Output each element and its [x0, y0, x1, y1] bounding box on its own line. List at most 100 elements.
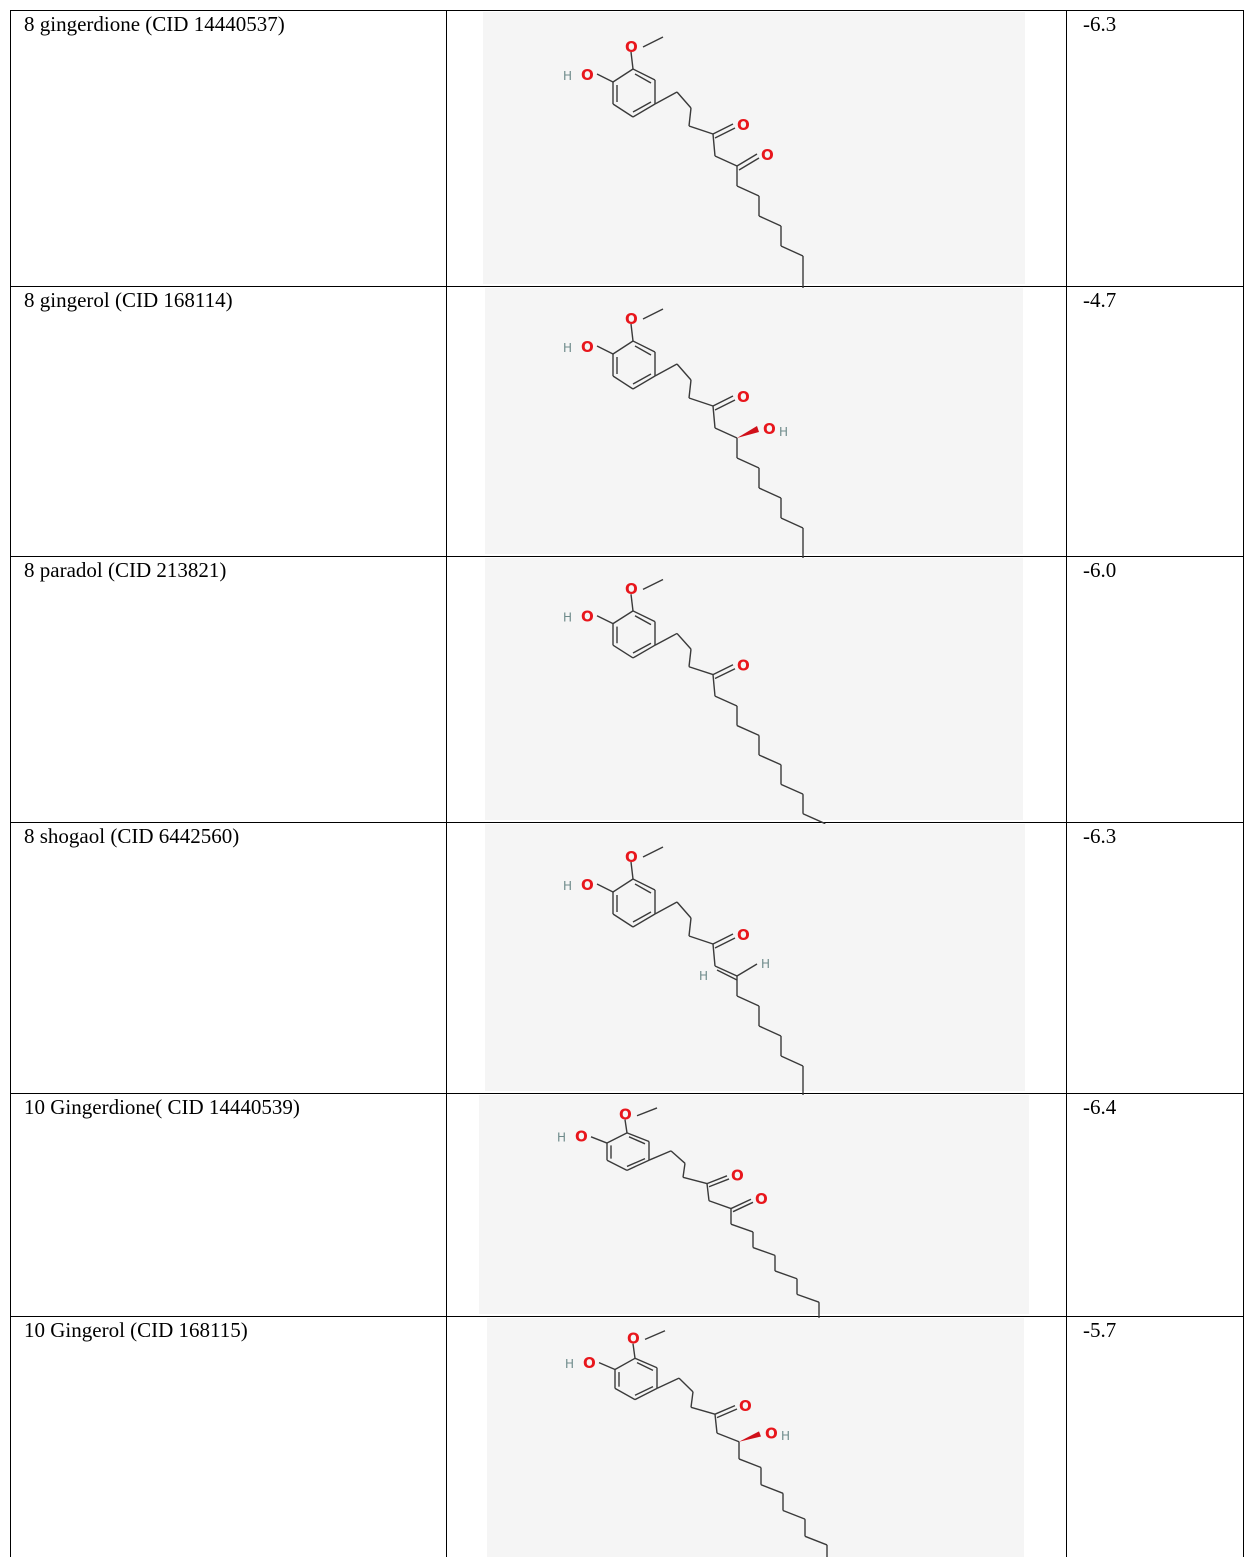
chain-bond	[714, 155, 738, 167]
ring-bond	[614, 1357, 636, 1371]
ring-bond	[612, 878, 634, 893]
tail-bond	[758, 487, 782, 499]
bond	[596, 73, 614, 83]
oxygen-atom: O	[575, 1127, 588, 1145]
tail-bond	[782, 1509, 806, 1520]
ring-double-bond	[632, 911, 652, 923]
bond	[642, 308, 664, 320]
compound-name: 8 paradol (CID 213821)	[24, 558, 227, 582]
tail-bond	[736, 185, 760, 197]
tail-bond	[796, 1293, 820, 1303]
chain-bond	[678, 1377, 694, 1393]
tail-bond	[780, 517, 804, 529]
ketone-bond	[714, 937, 736, 949]
chain-bond	[714, 1414, 718, 1434]
tail-bond	[780, 783, 804, 795]
tail-bond	[752, 1246, 776, 1257]
ring-bond	[632, 610, 656, 623]
chain-bond	[676, 632, 692, 650]
row-divider	[10, 1316, 1244, 1317]
oxygen-atom: O	[583, 1354, 596, 1372]
tail-bond	[736, 724, 760, 736]
oxygen-atom: O	[737, 926, 750, 944]
bond	[596, 615, 614, 625]
oxygen-atom: O	[737, 657, 750, 675]
chain-bond	[712, 133, 716, 157]
hydrogen-atom: H	[557, 1130, 566, 1144]
ring-bond	[606, 1132, 628, 1144]
oxygen-atom: O	[625, 580, 638, 598]
chain-bond	[688, 125, 714, 135]
chain-bond	[688, 397, 714, 407]
tail-bond	[730, 1223, 754, 1233]
tail-bond	[804, 1535, 828, 1546]
ketone-bond	[714, 399, 736, 411]
alkene-bond	[714, 965, 738, 977]
hydrogen-atom: H	[699, 969, 708, 983]
oxygen-atom: O	[739, 1397, 752, 1415]
hydrogen-atom: H	[563, 611, 572, 625]
oxygen-atom: O	[625, 38, 638, 56]
ketone-bond	[712, 395, 734, 407]
bond	[632, 1343, 636, 1359]
bond	[636, 1107, 658, 1117]
ketone-bond	[706, 1175, 728, 1185]
bond	[630, 323, 634, 342]
ring-bond	[614, 1387, 636, 1401]
oxygen-atom: O	[765, 1424, 778, 1442]
ring-bond	[632, 68, 656, 81]
tail-bond	[802, 813, 826, 825]
column-divider	[1066, 10, 1067, 1557]
ring-bond	[612, 644, 634, 659]
oxygen-atom: O	[763, 420, 776, 438]
ring-double-bond	[626, 1157, 646, 1168]
ketone-bond	[738, 157, 760, 171]
ring-double-bond	[634, 73, 652, 84]
chain-bond	[654, 901, 678, 915]
oxygen-atom: O	[581, 338, 594, 356]
chain-bond	[712, 943, 716, 967]
chain-bond	[688, 649, 692, 667]
tail-bond	[774, 1270, 798, 1280]
docking-score: -5.7	[1083, 1318, 1117, 1342]
docking-score: -4.7	[1083, 288, 1117, 312]
tail-bond	[736, 995, 760, 1007]
ring-bond	[612, 68, 634, 83]
tail-bond	[758, 215, 782, 227]
chain-bond	[688, 935, 714, 945]
chain-bond	[676, 363, 692, 381]
ring-bond	[612, 375, 634, 390]
bond	[630, 51, 634, 70]
stereo-wedge	[737, 426, 759, 438]
ring-bond	[634, 1357, 658, 1369]
ring-double-bond	[636, 1361, 654, 1371]
chain-bond	[676, 91, 692, 109]
chain-bond	[688, 107, 692, 127]
docking-score: -6.4	[1083, 1095, 1117, 1119]
ketone-bond	[712, 933, 734, 945]
chain-bond	[712, 674, 716, 697]
bond	[630, 594, 634, 611]
chain-bond	[714, 695, 738, 707]
ketone-bond	[732, 1201, 754, 1213]
oxygen-atom: O	[581, 608, 594, 626]
chain-bond	[676, 901, 692, 919]
ketone-bond	[730, 1198, 752, 1210]
tail-bond	[736, 457, 760, 469]
oxygen-atom: O	[625, 310, 638, 328]
ring-bond	[626, 1132, 650, 1143]
tail-bond	[780, 245, 804, 257]
ketone-bond	[716, 1408, 738, 1419]
bond	[598, 1361, 616, 1371]
chain-bond	[682, 1163, 686, 1178]
bond	[596, 883, 614, 893]
ring-bond	[606, 1159, 628, 1171]
row-divider	[10, 1093, 1244, 1094]
ring-double-bond	[632, 101, 652, 113]
alkene-bond	[716, 969, 738, 981]
